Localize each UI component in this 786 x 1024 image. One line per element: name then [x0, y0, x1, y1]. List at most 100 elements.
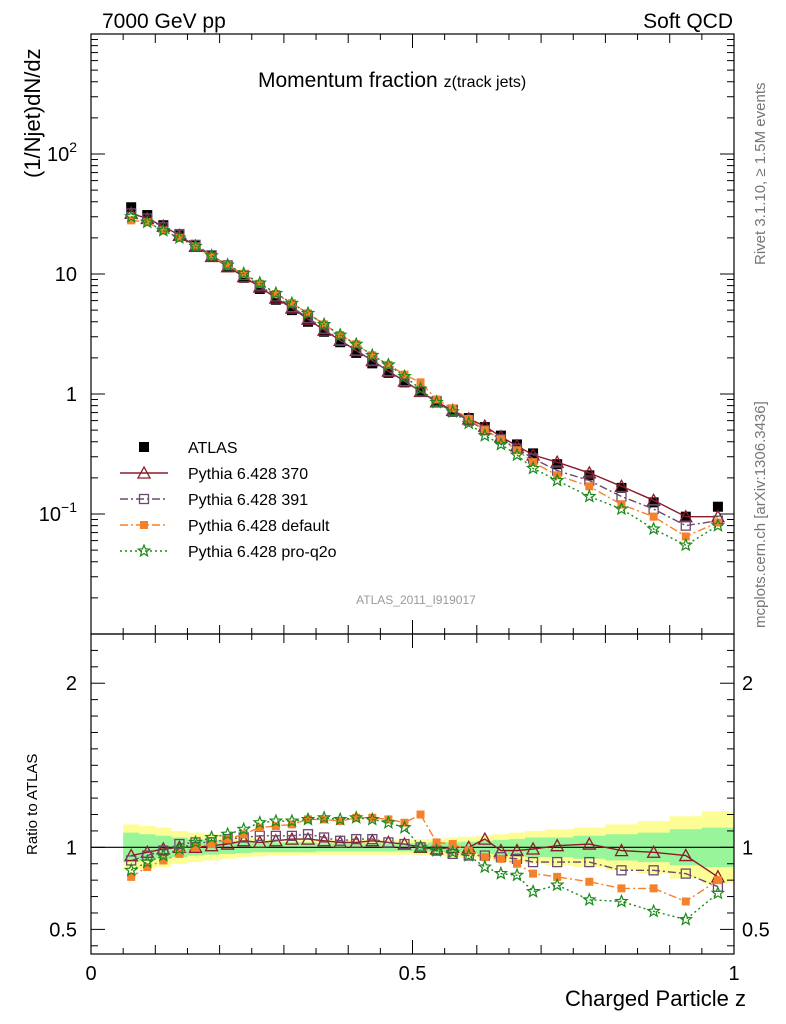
ratio-point — [614, 843, 629, 857]
data-point — [384, 360, 393, 369]
data-point — [585, 482, 594, 491]
legend-label: Pythia 6.428 pro-q2o — [188, 544, 337, 561]
data-point — [614, 501, 629, 516]
main-panel — [123, 202, 726, 552]
ratio-point — [678, 911, 694, 926]
ratio-point — [432, 838, 441, 847]
ratio-point — [124, 848, 139, 862]
legend-marker — [140, 521, 148, 529]
ratio-point — [271, 822, 280, 830]
main-y-axis-label: (1/Njet)dN/dz — [20, 48, 45, 178]
data-point — [335, 337, 346, 348]
ratio-point — [584, 856, 595, 868]
data-point — [400, 370, 409, 379]
series-line — [131, 219, 719, 538]
data-point — [365, 347, 380, 362]
ratio-point — [529, 869, 538, 878]
ratio-point — [616, 865, 627, 876]
ratio-plot-area — [91, 810, 734, 926]
ratio-point — [335, 835, 346, 846]
y-tick-label: 10−1 — [39, 499, 77, 526]
legend-entry: Pythia 6.428 391 — [120, 492, 308, 509]
ratio-point — [332, 811, 348, 826]
data-point — [223, 261, 232, 270]
ratio-point — [553, 872, 562, 881]
ratio-point — [123, 862, 139, 877]
ratio-point — [302, 829, 314, 840]
y-tick-label: 102 — [47, 139, 77, 166]
data-point — [448, 404, 457, 413]
data-point — [479, 424, 490, 436]
ratio-point — [351, 833, 362, 845]
ratio-point — [284, 831, 300, 845]
ratio-point — [549, 877, 565, 892]
data-point — [429, 394, 444, 409]
ratio-point — [527, 856, 539, 868]
data-point — [220, 257, 235, 272]
ratio-point — [493, 865, 509, 880]
ratio-point — [617, 884, 626, 893]
main-chart-title: Momentum fraction z(track jets) — [258, 69, 526, 92]
ratio-point — [207, 840, 216, 849]
data-point — [445, 404, 460, 419]
data-point — [254, 283, 265, 294]
data-point — [332, 327, 348, 342]
data-point — [549, 472, 565, 487]
data-point — [351, 347, 362, 358]
data-point — [284, 295, 300, 310]
ratio-point — [156, 847, 171, 862]
data-point — [584, 470, 595, 481]
ratio-point — [140, 854, 155, 869]
data-point — [461, 415, 477, 430]
data-point — [207, 252, 216, 261]
data-point — [648, 497, 659, 508]
ratio-point — [172, 841, 187, 856]
legend-label: Pythia 6.428 default — [188, 518, 330, 535]
ratio-point — [252, 815, 268, 829]
header-right-label: Soft QCD — [643, 10, 733, 33]
x-tick-label: 0.5 — [399, 963, 427, 985]
data-point — [616, 482, 627, 493]
legend-marker — [139, 442, 149, 452]
data-point — [477, 427, 493, 442]
ratio-point — [156, 841, 171, 855]
ratio-series-line — [130, 813, 719, 903]
analysis-id-label: ATLAS_2011_I919017 — [356, 593, 476, 607]
legend-marker — [138, 493, 150, 505]
legend: ATLAS Pythia 6.428 370 Pythia 6.428 391 Pyt… — [120, 440, 337, 561]
data-point — [127, 216, 136, 225]
ratio-point — [348, 810, 364, 824]
ratio-point — [399, 838, 410, 850]
mcplots-label: mcplots.cern.ch [arXiv:1306.3436] — [752, 401, 769, 628]
legend-label: Pythia 6.428 370 — [188, 466, 308, 483]
ratio-point — [318, 832, 330, 843]
data-point — [300, 305, 316, 320]
ratio-point — [416, 810, 425, 819]
data-point — [367, 358, 378, 369]
ratio-point — [713, 876, 722, 885]
legend-entry: Pythia 6.428 370 — [120, 465, 308, 483]
ratio-point — [477, 859, 493, 874]
legend-label: ATLAS — [188, 440, 238, 457]
header-left-label: 7000 GeV pp — [102, 10, 226, 33]
data-point — [509, 447, 525, 462]
data-point — [175, 233, 184, 242]
data-point — [582, 465, 597, 479]
ratio-point — [333, 835, 348, 849]
ratio-series-pythia-6-428-pro-q2o — [123, 810, 726, 926]
ratio-point — [236, 833, 251, 847]
ratio-point — [648, 865, 659, 876]
ratio-point — [582, 836, 597, 850]
series-pythia-6-428-pro-q2o — [123, 209, 726, 552]
data-point — [270, 294, 281, 305]
ratio-y-tick-label-right: 0.5 — [742, 919, 770, 941]
data-point — [286, 305, 297, 316]
ratio-y-tick-label: 0.5 — [49, 919, 77, 941]
data-point — [381, 357, 396, 372]
data-point — [649, 512, 658, 521]
ratio-point — [413, 839, 428, 854]
ratio-point — [286, 830, 298, 841]
data-point — [123, 209, 139, 223]
ratio-point — [509, 843, 525, 857]
